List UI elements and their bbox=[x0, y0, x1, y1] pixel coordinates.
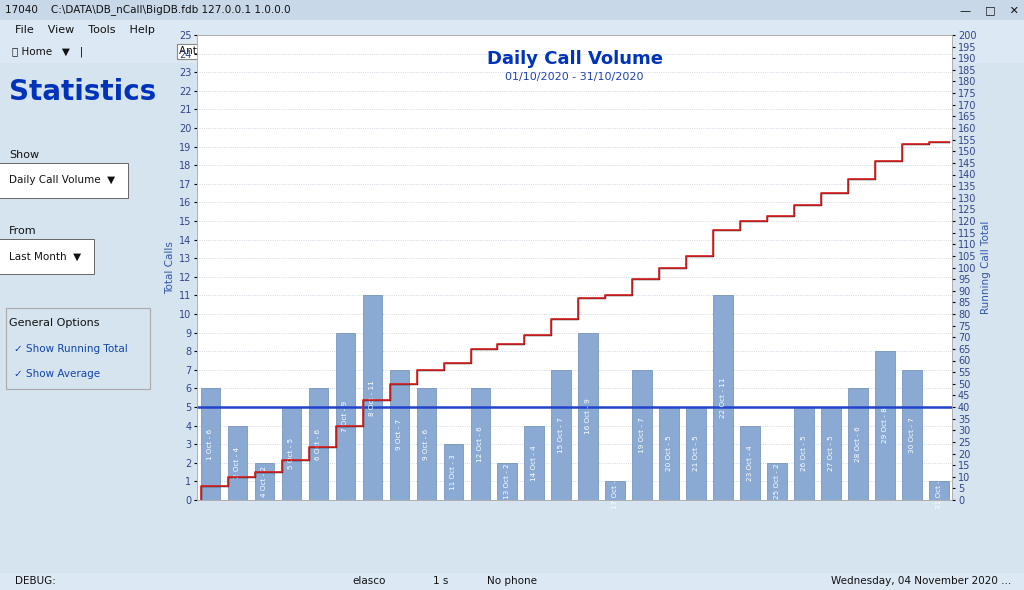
Text: No phone: No phone bbox=[487, 576, 537, 586]
Text: 17 Oct - 1: 17 Oct - 1 bbox=[612, 473, 618, 509]
Text: From: From bbox=[9, 226, 37, 236]
Text: 6 Oct - 6: 6 Oct - 6 bbox=[315, 429, 322, 460]
Bar bbox=[443, 444, 463, 500]
Text: 16 Oct - 9: 16 Oct - 9 bbox=[585, 398, 591, 434]
Bar bbox=[848, 388, 867, 500]
Y-axis label: Running Call Total: Running Call Total bbox=[981, 221, 990, 314]
Text: 28 Oct - 6: 28 Oct - 6 bbox=[855, 427, 861, 462]
Text: 15 Oct - 7: 15 Oct - 7 bbox=[558, 417, 564, 453]
Text: General Options: General Options bbox=[9, 318, 100, 328]
Text: 23 Oct - 4: 23 Oct - 4 bbox=[746, 445, 753, 481]
Bar bbox=[417, 388, 436, 500]
Bar bbox=[686, 407, 706, 500]
Text: Daily Call Volume: Daily Call Volume bbox=[486, 50, 663, 68]
Bar bbox=[876, 351, 895, 500]
Bar bbox=[524, 425, 544, 500]
Text: 4 Oct - 2: 4 Oct - 2 bbox=[261, 466, 267, 497]
Bar bbox=[767, 463, 786, 500]
Text: 30 Oct - 7: 30 Oct - 7 bbox=[909, 417, 914, 453]
Text: Show: Show bbox=[9, 150, 40, 160]
Text: File    View    Tools    Help: File View Tools Help bbox=[15, 25, 156, 35]
Text: 27 Oct - 5: 27 Oct - 5 bbox=[828, 435, 834, 471]
Text: 01/10/2020 - 31/10/2020: 01/10/2020 - 31/10/2020 bbox=[506, 72, 644, 81]
Bar bbox=[579, 333, 598, 500]
Text: —    □    ✕: — □ ✕ bbox=[959, 5, 1019, 15]
Text: 9 Oct - 6: 9 Oct - 6 bbox=[423, 429, 429, 460]
Text: Wednesday, 04 November 2020 ...: Wednesday, 04 November 2020 ... bbox=[831, 576, 1012, 586]
Text: 🏠 Home   ▼   |: 🏠 Home ▼ | bbox=[12, 46, 84, 57]
Text: 14 Oct - 4: 14 Oct - 4 bbox=[531, 445, 538, 481]
Bar bbox=[795, 407, 814, 500]
Text: ✓ Show Average: ✓ Show Average bbox=[14, 369, 100, 379]
Bar bbox=[336, 333, 355, 500]
Text: 21 Oct - 5: 21 Oct - 5 bbox=[693, 435, 699, 471]
Text: 13 Oct - 2: 13 Oct - 2 bbox=[504, 464, 510, 499]
Text: AntiqueWhite Agriculture Company  ▼: AntiqueWhite Agriculture Company ▼ bbox=[179, 47, 379, 57]
Text: 20 Oct - 5: 20 Oct - 5 bbox=[666, 435, 672, 471]
Bar bbox=[470, 388, 489, 500]
Text: 19 Oct - 7: 19 Oct - 7 bbox=[639, 417, 645, 453]
Bar bbox=[362, 296, 382, 500]
Text: 31 Oct - 1: 31 Oct - 1 bbox=[936, 473, 942, 509]
Bar bbox=[633, 370, 652, 500]
Bar bbox=[821, 407, 841, 500]
Text: 1 Oct - 6: 1 Oct - 6 bbox=[208, 429, 213, 460]
Text: 29 Oct - 8: 29 Oct - 8 bbox=[882, 408, 888, 444]
Text: 25 Oct - 2: 25 Oct - 2 bbox=[774, 464, 780, 499]
Bar bbox=[255, 463, 274, 500]
Text: 8 Oct - 11: 8 Oct - 11 bbox=[370, 380, 376, 415]
Bar bbox=[389, 370, 409, 500]
Bar bbox=[201, 388, 220, 500]
Text: 2 Oct - 4: 2 Oct - 4 bbox=[234, 447, 241, 478]
Text: ✓ Show Running Total: ✓ Show Running Total bbox=[14, 343, 128, 353]
Bar bbox=[714, 296, 733, 500]
Bar bbox=[227, 425, 247, 500]
Text: 1 s: 1 s bbox=[432, 576, 449, 586]
Bar bbox=[659, 407, 679, 500]
Bar bbox=[498, 463, 517, 500]
Text: 17040    C:\DATA\DB_nCall\BigDB.fdb 127.0.0.1 1.0.0.0: 17040 C:\DATA\DB_nCall\BigDB.fdb 127.0.0… bbox=[5, 5, 291, 15]
Bar bbox=[902, 370, 922, 500]
Text: Last Month  ▼: Last Month ▼ bbox=[9, 252, 82, 262]
Bar bbox=[929, 481, 948, 500]
Bar bbox=[740, 425, 760, 500]
Bar bbox=[282, 407, 301, 500]
Text: 26 Oct - 5: 26 Oct - 5 bbox=[801, 435, 807, 471]
Text: 7 Oct - 9: 7 Oct - 9 bbox=[342, 401, 348, 432]
Text: Daily Call Volume  ▼: Daily Call Volume ▼ bbox=[9, 175, 116, 185]
Y-axis label: Total Calls: Total Calls bbox=[165, 241, 175, 294]
Bar bbox=[308, 388, 328, 500]
Text: 22 Oct - 11: 22 Oct - 11 bbox=[720, 378, 726, 418]
Bar bbox=[605, 481, 625, 500]
Text: 12 Oct - 6: 12 Oct - 6 bbox=[477, 427, 483, 462]
Bar bbox=[552, 370, 570, 500]
Text: DEBUG:: DEBUG: bbox=[15, 576, 56, 586]
Text: elasco: elasco bbox=[352, 576, 385, 586]
Text: 9 Oct - 7: 9 Oct - 7 bbox=[396, 419, 402, 450]
Text: 5 Oct - 5: 5 Oct - 5 bbox=[289, 438, 294, 469]
Text: Statistics: Statistics bbox=[9, 78, 157, 106]
Text: 11 Oct - 3: 11 Oct - 3 bbox=[451, 454, 457, 490]
